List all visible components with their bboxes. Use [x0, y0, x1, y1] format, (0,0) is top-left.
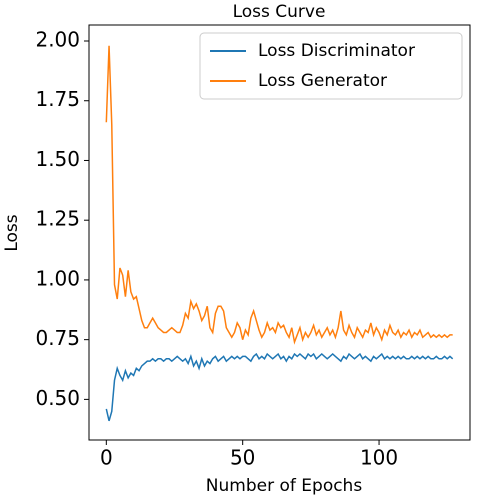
line-series [105, 352, 454, 422]
x-tick-label: 50 [230, 446, 255, 470]
x-tick-label: 0 [100, 446, 113, 470]
y-axis-label: Loss [2, 214, 22, 251]
y-tick-label: 0.75 [35, 326, 80, 350]
legend-label: Loss Generator [258, 71, 387, 91]
y-tick-label: 1.75 [35, 87, 80, 111]
plot-frame [88, 24, 471, 441]
x-axis-label: Number of Epochs [206, 476, 363, 496]
y-tick-label: 1.25 [35, 207, 80, 231]
legend-box [199, 32, 463, 100]
y-tick-label: 0.50 [35, 386, 80, 410]
y-tick-label: 1.50 [35, 147, 80, 171]
legend-label: Loss Discriminator [258, 41, 415, 61]
y-tick-label: 1.00 [35, 266, 80, 290]
chart-title: Loss Curve [233, 2, 326, 22]
y-tick-label: 2.00 [35, 28, 80, 52]
x-tick-label: 100 [360, 446, 398, 470]
line-series [105, 45, 453, 345]
